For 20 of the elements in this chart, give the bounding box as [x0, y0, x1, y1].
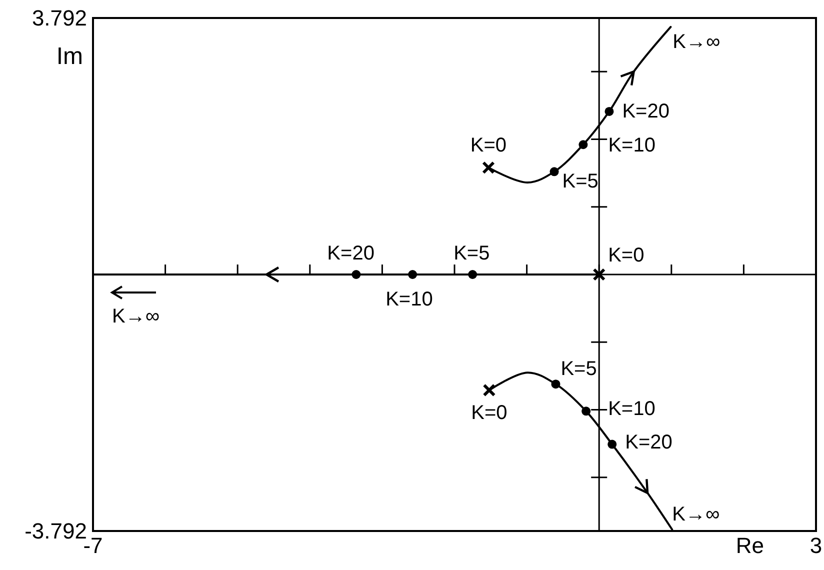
annotation: K=20: [622, 100, 670, 122]
y-tick-label: 3.792: [32, 6, 87, 30]
annotation: K→∞: [112, 306, 160, 328]
annotation: K=5: [562, 170, 598, 193]
annotation: K=0: [470, 134, 507, 157]
y-tick-label: -3.792: [24, 518, 87, 544]
annotation: K=20: [625, 431, 672, 454]
x-tick-label: 3: [810, 533, 822, 558]
annotation: K=10: [386, 288, 433, 310]
annotation: K=5: [560, 358, 597, 380]
annotation: K→∞: [672, 30, 720, 53]
annotation: K=5: [454, 242, 490, 264]
x-axis-title: Re: [736, 533, 764, 558]
y-axis-title: Im: [56, 43, 83, 70]
annotation: K=0: [608, 244, 644, 266]
annotation: K=0: [471, 402, 508, 424]
annotation: K→∞: [672, 504, 720, 526]
annotation: K=20: [327, 242, 374, 264]
annotation: K=10: [608, 134, 656, 157]
annotation: K=10: [608, 398, 656, 420]
